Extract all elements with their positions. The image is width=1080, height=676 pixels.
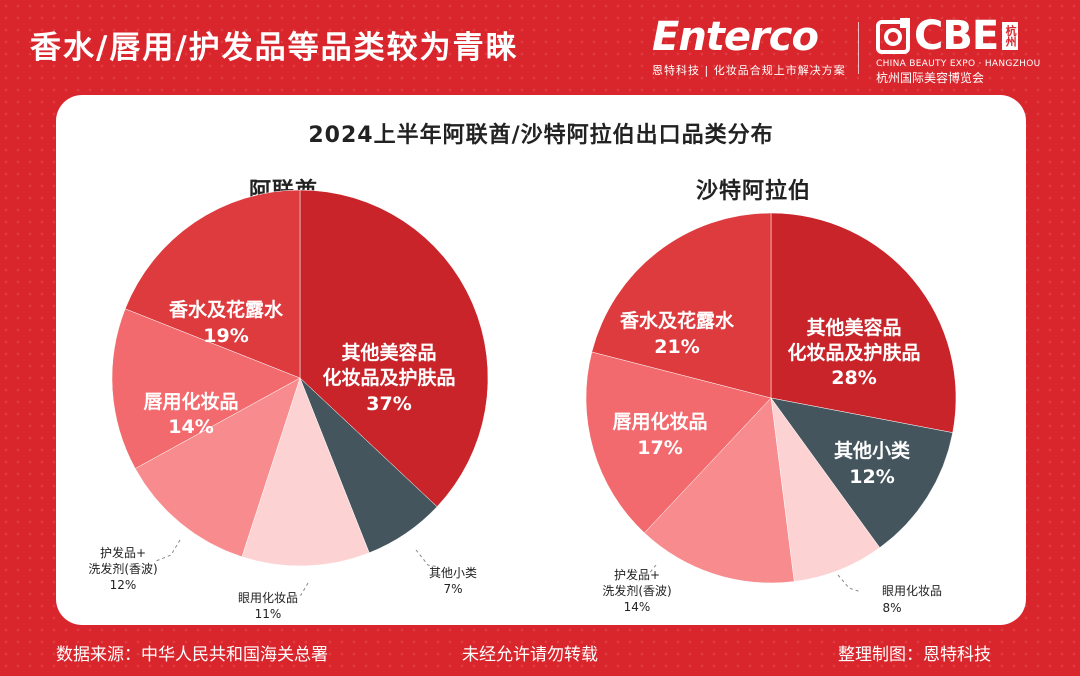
uae-label-lip-pct: 14% xyxy=(168,416,213,438)
ksa-label-main-line1: 其他美容品 xyxy=(806,316,901,339)
uae-label-lip: 唇用化妆品 xyxy=(143,390,238,413)
ksa-pie-slice-4 xyxy=(585,351,772,534)
uae-label-hair-line1: 护发品+ xyxy=(100,545,146,560)
enterco-logo-text: Enterco xyxy=(652,14,819,60)
uae-label-other-pct: 7% xyxy=(443,582,462,596)
logo-divider xyxy=(858,22,859,74)
ksa-label-hair-line1: 护发品+ xyxy=(614,567,660,582)
uae-label-eye-pct: 11% xyxy=(255,607,282,621)
cbe-chinese-name: 杭州国际美容博览会 xyxy=(876,71,985,85)
uae-label-main-pct: 37% xyxy=(366,393,411,415)
uae-label-hair-line2: 洗发剂(香波) xyxy=(88,561,157,576)
ksa-label-hair-line2: 洗发剂(香波) xyxy=(602,583,671,598)
uae-label-perfume: 香水及花露水 xyxy=(168,298,284,321)
cbe-logo: CBE 杭州 CHINA BEAUTY EXPO · HANGZHOU 杭州国际… xyxy=(876,14,1041,86)
enterco-tagline: 恩特科技 | 化妆品合规上市解决方案 xyxy=(652,64,846,77)
cbe-city-badge: 杭州 xyxy=(1002,22,1019,50)
uae-pie-chart xyxy=(111,189,489,567)
cbe-english-name: CHINA BEAUTY EXPO · HANGZHOU xyxy=(876,59,1041,69)
footer-copyright-notice: 未经允许请勿转载 xyxy=(462,645,598,665)
ksa-label-perfume-pct: 21% xyxy=(654,336,699,358)
ksa-label-lip-pct: 17% xyxy=(637,437,682,459)
ksa-pie-labels: 其他美容品 化妆品及护肤品 28% 香水及花露水 21% 唇用化妆品 17% 其… xyxy=(612,309,920,488)
uae-pie-outer-labels: 其他小类 7% 眼用化妆品 11% 护发品+ 洗发剂(香波) 12% xyxy=(88,545,477,621)
uae-pie-slice-0 xyxy=(299,189,489,508)
ksa-label-other-pct: 12% xyxy=(849,466,894,488)
ksa-pie-outer-labels: 眼用化妆品 8% 护发品+ 洗发剂(香波) 14% xyxy=(602,567,942,615)
enterco-logo: Enterco 恩特科技 | 化妆品合规上市解决方案 xyxy=(652,14,846,78)
ksa-leader-lines xyxy=(637,564,862,593)
uae-label-main-line1: 其他美容品 xyxy=(341,341,436,364)
uae-pie-slice-5 xyxy=(124,189,301,379)
ksa-pie-slice-5 xyxy=(591,212,772,399)
ksa-label-eye: 眼用化妆品 xyxy=(882,584,942,598)
ksa-label-hair-pct: 14% xyxy=(624,600,651,614)
ksa-label-main-line2: 化妆品及护肤品 xyxy=(787,341,920,364)
footer-data-source: 数据来源：中华人民共和国海关总署 xyxy=(56,645,328,665)
ksa-label-other: 其他小类 xyxy=(834,439,910,462)
chart-card-title: 2024上半年阿联酋/沙特阿拉伯出口品类分布 xyxy=(308,123,774,148)
ksa-label-main-pct: 28% xyxy=(831,367,876,389)
ksa-chart-title: 沙特阿拉伯 xyxy=(696,179,812,204)
chart-card: 2024上半年阿联酋/沙特阿拉伯出口品类分布 阿联酋 沙特阿拉伯 其他美容品 化… xyxy=(56,95,1026,625)
pie-charts-canvas: 其他美容品 化妆品及护肤品 37% 香水及花露水 19% 唇用化妆品 14% 其… xyxy=(88,189,957,621)
footer-producer: 整理制图：恩特科技 xyxy=(838,645,991,665)
ksa-pie-chart xyxy=(585,212,957,584)
uae-label-hair-pct: 12% xyxy=(110,578,137,592)
uae-label-perfume-pct: 19% xyxy=(203,325,248,347)
page-headline: 香水/唇用/护发品等品类较为青睐 xyxy=(30,30,519,66)
ksa-label-eye-pct: 8% xyxy=(882,601,901,615)
ksa-pie-slice-2 xyxy=(770,397,881,582)
ksa-pie-slice-0 xyxy=(770,212,957,433)
uae-pie-labels: 其他美容品 化妆品及护肤品 37% 香水及花露水 19% 唇用化妆品 14% xyxy=(143,298,455,438)
uae-leader-lines xyxy=(155,539,440,598)
uae-pie-slice-3 xyxy=(134,377,301,558)
uae-pie-slice-4 xyxy=(111,308,301,469)
ksa-pie-slice-3 xyxy=(644,397,795,584)
ksa-pie-slice-1 xyxy=(770,397,954,549)
cbe-logo-text: CBE xyxy=(914,13,999,59)
uae-label-eye: 眼用化妆品 xyxy=(238,591,298,605)
uae-label-other: 其他小类 xyxy=(429,566,477,580)
cbe-mark-icon xyxy=(876,18,910,54)
ksa-label-lip: 唇用化妆品 xyxy=(612,410,707,433)
ksa-label-perfume: 香水及花露水 xyxy=(619,309,735,332)
uae-label-main-line2: 化妆品及护肤品 xyxy=(322,366,455,389)
uae-pie-slice-2 xyxy=(241,377,370,567)
